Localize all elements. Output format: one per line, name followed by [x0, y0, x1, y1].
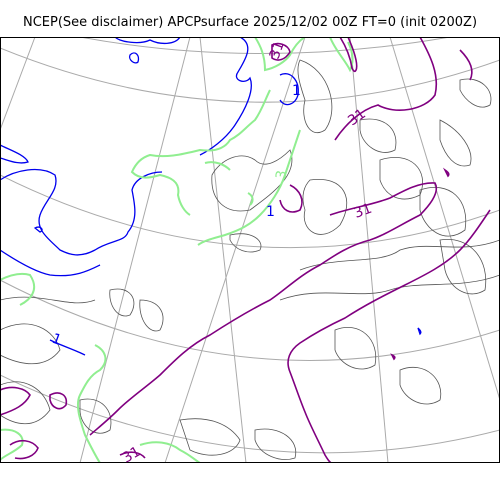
contour-line: [0, 144, 29, 164]
contour-3: [0, 37, 354, 463]
meridian-line: [199, 37, 247, 463]
contour-line: [0, 386, 31, 416]
contour-label-1: 1: [50, 331, 64, 349]
coastline: [0, 296, 96, 304]
contour-line: [254, 37, 306, 72]
contour-line: [9, 439, 39, 460]
coastline: [179, 418, 241, 456]
meridian-line: [79, 37, 191, 463]
meridian-line: [349, 37, 389, 463]
coastline: [297, 59, 333, 133]
latitude-line: [0, 47, 500, 103]
coastline: [439, 119, 472, 167]
coastline: [279, 274, 500, 301]
contour-line: [334, 37, 438, 141]
coastline: [79, 398, 112, 434]
contour-labels: 1 1 1 31 31 31 3 31: [50, 39, 374, 463]
contour-line: [114, 37, 181, 45]
contour-line: [247, 192, 254, 206]
contour-label-1: 1: [292, 83, 301, 99]
contour-line: [0, 272, 36, 306]
coastline: [419, 187, 467, 237]
contour-label-31: 31: [120, 444, 143, 463]
coastlines: [0, 59, 500, 460]
contour-line: [76, 344, 107, 463]
latitude-line: [0, 174, 500, 249]
contour-line: [49, 339, 86, 356]
coastline: [0, 381, 51, 425]
contour-line: [204, 161, 231, 171]
contour-line: [129, 52, 140, 64]
contour-31: [0, 37, 491, 463]
coastline: [211, 149, 293, 212]
contour-line: [271, 42, 291, 61]
contour-line: [119, 451, 146, 459]
contour-line: [199, 37, 252, 156]
contour-line: [0, 249, 101, 277]
contour-line: [329, 37, 354, 73]
graticule-latitudes: [0, 37, 500, 454]
contour-line: [139, 441, 201, 463]
coastline: [334, 327, 377, 370]
coastline: [359, 118, 397, 153]
meridian-line: [164, 37, 306, 463]
contour-line: [390, 353, 396, 361]
coastline: [439, 238, 487, 295]
contour-label-3: 3: [273, 169, 290, 181]
coastline: [229, 233, 262, 253]
contour-label-31: 31: [352, 201, 374, 222]
graticule-meridians: [0, 37, 500, 463]
contour-line: [459, 49, 473, 81]
contour-line: [339, 37, 358, 72]
contour-line: [279, 73, 299, 106]
contour-line: [0, 428, 24, 461]
coastline: [459, 78, 492, 108]
contour-label-1: 1: [266, 204, 275, 220]
contour-1: [0, 37, 422, 356]
contour-line: [197, 129, 301, 246]
map-title: NCEP(See disclaimer) APCPsurface 2025/12…: [22, 15, 478, 30]
contour-line: [49, 392, 68, 410]
meridian-line: [0, 37, 36, 131]
contour-line: [287, 209, 491, 463]
map-border: [0, 37, 500, 463]
contour-label-31: 31: [267, 39, 288, 61]
coastline: [254, 428, 297, 460]
contour-line: [279, 184, 303, 213]
latitude-line: [0, 279, 500, 361]
coastline: [399, 367, 442, 405]
contour-line: [130, 89, 271, 216]
contour-line: [442, 167, 450, 178]
coastline: [0, 323, 61, 365]
coastline: [109, 288, 135, 317]
latitude-line: [0, 374, 500, 454]
meridian-line: [389, 37, 500, 401]
coastline: [139, 299, 164, 332]
coastline: [302, 178, 348, 235]
contour-line: [89, 182, 438, 436]
precipitation-map: 1 1 1 31 31 31 3 31: [0, 37, 500, 463]
contour-line: [0, 168, 163, 256]
contour-line: [33, 226, 43, 233]
contour-line: [417, 327, 422, 336]
coastline: [299, 239, 500, 271]
